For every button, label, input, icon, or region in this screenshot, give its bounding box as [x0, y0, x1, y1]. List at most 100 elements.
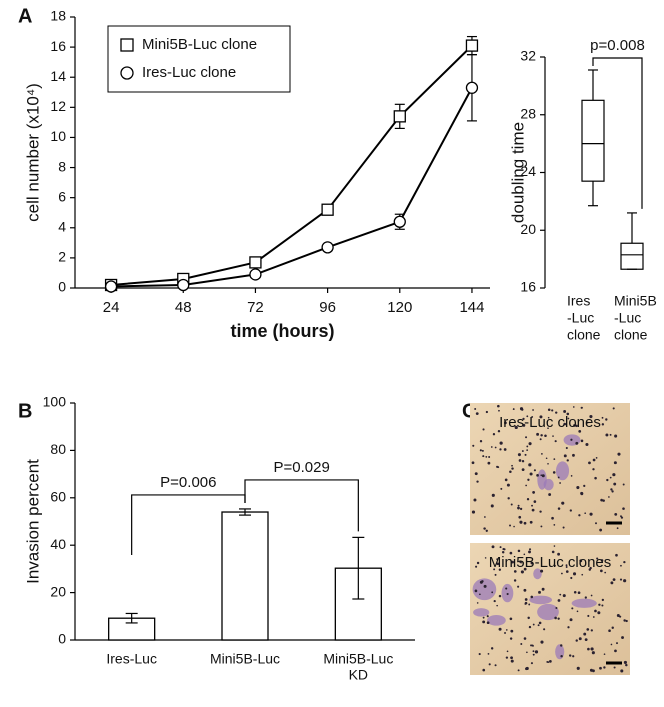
pore — [580, 406, 583, 409]
pore — [499, 546, 502, 549]
pore — [517, 549, 521, 553]
y-tick-label: 40 — [50, 536, 66, 552]
pore — [510, 656, 513, 660]
pore — [474, 589, 478, 593]
pore — [566, 412, 570, 416]
pore — [519, 520, 523, 524]
bar — [221, 511, 269, 641]
y-tick-label: 0 — [58, 279, 66, 295]
annotation: p=0.008 — [590, 37, 645, 54]
pore — [568, 654, 572, 657]
pore — [488, 663, 491, 666]
pore — [611, 490, 614, 493]
y-tick-label: 16 — [50, 38, 66, 54]
pore — [488, 456, 491, 458]
x-tick-label: 48 — [175, 299, 192, 316]
pore — [485, 455, 488, 458]
pore — [555, 411, 558, 414]
pore — [504, 478, 508, 482]
pore — [505, 587, 508, 590]
pore — [536, 474, 539, 477]
pore — [490, 446, 493, 448]
pore — [509, 617, 513, 621]
y-axis-title: cell number (x10⁴) — [23, 83, 42, 222]
pore — [594, 609, 597, 613]
panel-label: A — [18, 5, 32, 27]
pore — [539, 510, 542, 513]
pore — [560, 572, 563, 575]
pore — [499, 441, 503, 445]
pore — [517, 453, 521, 457]
pore — [479, 580, 483, 584]
pore — [525, 436, 528, 439]
pore — [584, 638, 588, 642]
pore — [540, 569, 544, 573]
pore — [526, 445, 529, 448]
pore — [525, 484, 528, 487]
pore — [528, 548, 532, 551]
pore — [534, 650, 539, 654]
pore — [606, 478, 609, 482]
pore — [485, 529, 488, 532]
pore — [559, 482, 561, 484]
pore — [563, 410, 567, 413]
pore — [486, 615, 489, 618]
pore — [482, 455, 485, 458]
pore — [587, 647, 590, 651]
pore — [524, 453, 527, 456]
pore — [521, 450, 524, 453]
pore — [610, 581, 614, 585]
pore — [570, 576, 573, 580]
pore — [481, 449, 484, 452]
pore — [596, 557, 599, 560]
pore — [557, 599, 561, 602]
error-bar — [125, 612, 138, 624]
cell-cluster — [533, 568, 542, 580]
pore — [524, 598, 528, 601]
x-tick-label: 120 — [387, 299, 412, 316]
x-tick-label: 24 — [103, 299, 120, 316]
pore — [570, 438, 573, 441]
annotation: P=0.029 — [274, 459, 330, 476]
pore — [505, 629, 508, 631]
pore — [510, 659, 514, 663]
pore — [479, 449, 482, 452]
pore — [570, 475, 573, 477]
pore — [602, 499, 605, 502]
pore — [509, 470, 512, 474]
pore — [478, 652, 481, 656]
pore — [575, 424, 578, 428]
point — [321, 203, 334, 216]
pore — [474, 407, 477, 410]
pore — [595, 457, 598, 459]
pore — [614, 434, 618, 438]
cell-cluster — [555, 644, 565, 660]
pore — [511, 467, 514, 470]
pore — [500, 487, 503, 490]
pore — [471, 461, 475, 465]
pore — [554, 564, 556, 567]
pore — [621, 636, 624, 639]
pore — [496, 604, 498, 607]
x-tick-label: Mini5B-Luc — [323, 651, 393, 667]
pore — [590, 594, 593, 597]
pore — [612, 578, 616, 582]
pore — [560, 654, 563, 658]
pore — [616, 614, 620, 618]
pore — [527, 478, 530, 481]
pore — [592, 468, 595, 471]
pore — [557, 476, 560, 479]
pore — [519, 507, 523, 511]
pore — [540, 474, 543, 477]
pore — [551, 409, 554, 412]
pore — [591, 651, 595, 655]
pore — [610, 643, 613, 646]
y-tick-label: 12 — [50, 98, 66, 114]
pore — [530, 595, 534, 599]
pore — [552, 435, 554, 437]
point — [249, 256, 262, 269]
point — [321, 241, 334, 254]
pore — [476, 602, 479, 604]
y-tick-label: 0 — [58, 631, 66, 647]
